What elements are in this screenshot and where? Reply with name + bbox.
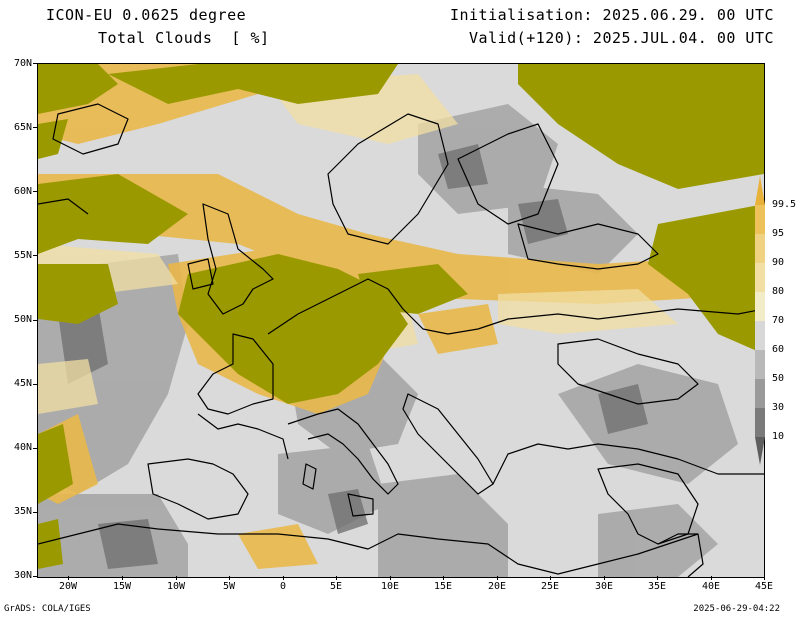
colorbar-segment (755, 408, 765, 437)
lon-tick (176, 576, 177, 580)
lat-tick (33, 63, 37, 64)
lat-tick (33, 127, 37, 128)
colorbar-label: 50 (772, 373, 785, 384)
lon-tick (497, 576, 498, 580)
lat-tick (33, 576, 37, 577)
model-title: ICON-EU 0.0625 degree (46, 6, 247, 24)
lon-tick (390, 576, 391, 580)
coastlines (38, 103, 764, 577)
lon-label: 5W (222, 581, 236, 592)
dark-cloud-patches (58, 144, 648, 569)
colorbar-label: 10 (772, 431, 785, 442)
lon-tick (443, 576, 444, 580)
lon-tick (68, 576, 69, 580)
colorbar-segment (755, 321, 765, 350)
lat-label: 50N (13, 314, 32, 325)
valid-time: Valid(+120): 2025.JUL.04. 00 UTC (469, 29, 774, 47)
lon-label: 5E (329, 581, 343, 592)
lat-label: 40N (13, 442, 32, 453)
lat-label: 65N (13, 122, 32, 133)
variable-title: Total Clouds [ %] (98, 29, 270, 47)
lat-label: 30N (13, 570, 32, 581)
lon-tick (657, 576, 658, 580)
lon-label: 10W (166, 581, 186, 592)
colorbar (755, 176, 765, 465)
lat-tick (33, 191, 37, 192)
lat-tick (33, 448, 37, 449)
lat-label: 60N (13, 186, 32, 197)
colorbar-segment (755, 205, 765, 234)
partial-cloud-areas (38, 104, 738, 577)
lon-label: 45E (754, 581, 774, 592)
lon-label: 40E (701, 581, 721, 592)
lon-tick (604, 576, 605, 580)
lon-label: 10E (380, 581, 400, 592)
colorbar-segment (755, 350, 765, 379)
cloud-cover-map (38, 64, 764, 577)
lon-label: 25E (540, 581, 560, 592)
lat-label: 45N (13, 378, 32, 389)
lat-tick (33, 384, 37, 385)
lon-label: 20W (58, 581, 78, 592)
lon-label: 20E (487, 581, 507, 592)
colorbar-segment (755, 379, 765, 408)
colorbar-label: 95 (772, 228, 785, 239)
lat-label: 35N (13, 506, 32, 517)
lat-label: 55N (13, 250, 32, 261)
lon-label: 35E (647, 581, 667, 592)
init-time: Initialisation: 2025.06.29. 00 UTC (449, 6, 774, 24)
lon-tick (283, 576, 284, 580)
lon-label: 0 (279, 581, 287, 592)
lon-tick (229, 576, 230, 580)
colorbar-bottom-arrow (755, 437, 765, 465)
lon-label: 15W (112, 581, 132, 592)
lon-tick (764, 576, 765, 580)
colorbar-segment (755, 292, 765, 321)
colorbar-label: 70 (772, 315, 785, 326)
lon-tick (336, 576, 337, 580)
lon-tick (711, 576, 712, 580)
lat-tick (33, 255, 37, 256)
colorbar-label: 90 (772, 257, 785, 268)
lon-label: 30E (594, 581, 614, 592)
lat-label: 70N (13, 58, 32, 69)
lat-tick (33, 320, 37, 321)
colorbar-label: 80 (772, 286, 785, 297)
lon-tick (122, 576, 123, 580)
colorbar-label: 30 (772, 402, 785, 413)
colorbar-segment (755, 234, 765, 263)
lat-tick (33, 512, 37, 513)
grads-credit: GrADS: COLA/IGES (4, 604, 91, 614)
colorbar-label: 99.5 (772, 199, 797, 210)
lon-label: 15E (433, 581, 453, 592)
lon-tick (550, 576, 551, 580)
colorbar-segment (755, 263, 765, 292)
colorbar-label: 60 (772, 344, 785, 355)
colorbar-top-arrow (755, 176, 765, 205)
overcast-areas (38, 64, 764, 569)
render-timestamp: 2025-06-29-04:22 (693, 604, 780, 614)
